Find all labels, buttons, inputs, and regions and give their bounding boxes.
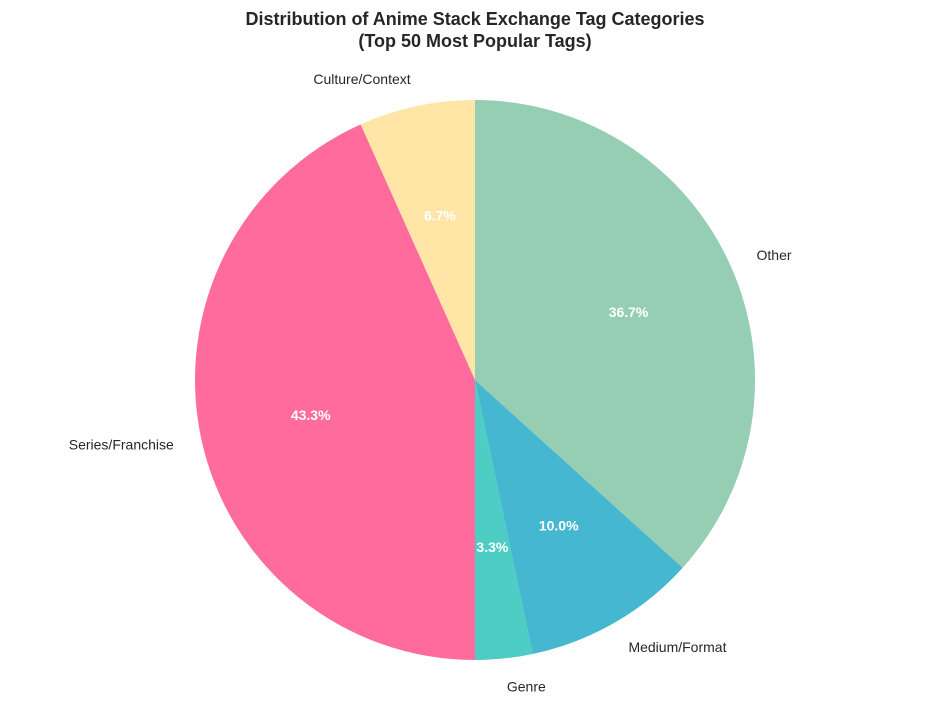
pie-slice-series-franchise (195, 124, 476, 661)
pie-labels: Culture/Context 6.7% Series/Franchise 43.3%… (69, 71, 792, 695)
slice-label: Culture/Context (313, 71, 410, 87)
pie-slice-medium-format (475, 380, 683, 655)
pie-slice-other (475, 100, 755, 568)
slice-percent-label: 6.7% (424, 208, 456, 224)
slice-label: Series/Franchise (69, 436, 174, 452)
slice-label: Other (757, 247, 792, 263)
chart-title-line2: (Top 50 Most Popular Tags) (358, 31, 592, 51)
chart-title: Distribution of Anime Stack Exchange Tag… (0, 8, 950, 52)
slice-percent-label: 10.0% (539, 518, 579, 534)
chart-title-line1: Distribution of Anime Stack Exchange Tag… (245, 9, 705, 29)
slice-label: Genre (507, 678, 546, 694)
slice-label: Medium/Format (628, 639, 726, 655)
slice-percent-label: 36.7% (609, 304, 649, 320)
slice-percent-label: 43.3% (291, 407, 331, 423)
pie-slice-culture-context (360, 100, 475, 380)
pie-slices (195, 100, 755, 661)
pie-slice-genre (475, 380, 533, 660)
slice-percent-label: 3.3% (476, 539, 508, 555)
